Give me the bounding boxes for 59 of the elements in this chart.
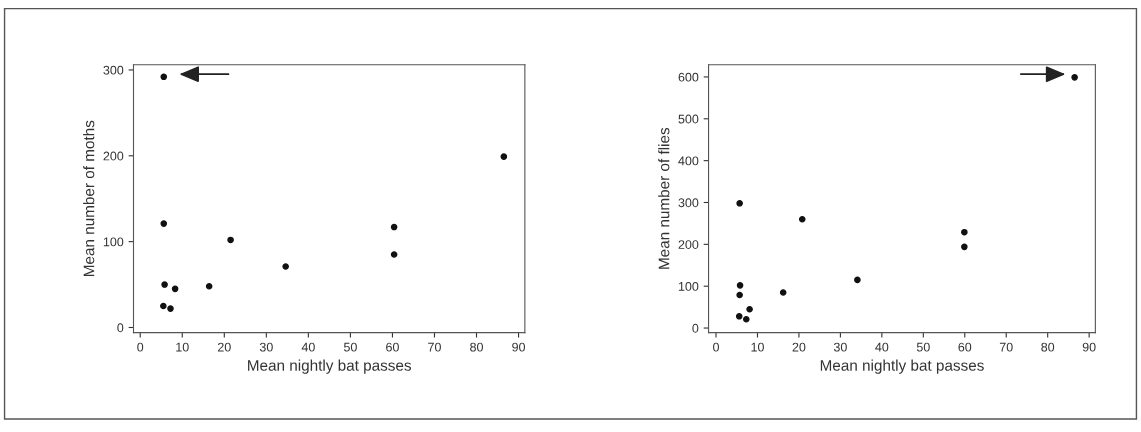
point <box>854 276 861 284</box>
point <box>205 282 213 290</box>
point <box>161 281 168 288</box>
y-tick-label: 500 <box>678 114 699 124</box>
point <box>171 285 179 293</box>
point <box>735 313 743 320</box>
point <box>961 228 968 236</box>
x-tick-label: 60 <box>386 342 399 352</box>
x-tick-label: 0 <box>713 342 720 352</box>
x-tick-label: 40 <box>301 342 315 352</box>
point <box>227 236 234 244</box>
x-tick-label: 10 <box>751 342 764 352</box>
point <box>160 73 168 81</box>
x-tick-label: 90 <box>512 342 526 352</box>
point <box>736 291 743 299</box>
x-tick-label: 70 <box>999 342 1013 352</box>
x-tick-label: 10 <box>176 342 189 352</box>
x-axis-title: Mean nightly bat passes <box>820 359 984 374</box>
x-tick-label: 50 <box>916 342 930 352</box>
y-tick-label: 200 <box>678 240 699 249</box>
y-tick-label: 600 <box>678 72 699 82</box>
point <box>736 200 743 207</box>
y-tick-label: 100 <box>103 237 124 247</box>
y-tick-label: 200 <box>103 151 124 161</box>
x-tick-label: 20 <box>217 342 231 352</box>
point <box>736 282 744 289</box>
point <box>500 153 508 160</box>
point <box>167 305 174 312</box>
point <box>160 302 167 310</box>
x-tick-label: 70 <box>428 342 441 352</box>
point <box>746 305 753 313</box>
point <box>961 243 968 251</box>
x-tick-label: 20 <box>792 342 806 352</box>
x-tick-label: 60 <box>958 342 972 352</box>
x-tick-label: 50 <box>343 342 357 352</box>
y-tick-label: 300 <box>103 65 124 75</box>
x-tick-label: 40 <box>875 342 889 352</box>
point <box>779 289 787 296</box>
x-tick-label: 30 <box>259 342 273 352</box>
y-tick-label: 0 <box>692 323 699 333</box>
point <box>798 215 806 223</box>
y-axis-title: Mean number of flies <box>658 127 670 269</box>
x-tick-label: 30 <box>833 342 847 352</box>
x-axis-title: Mean nightly bat passes <box>248 359 412 374</box>
y-tick-label: 0 <box>117 323 124 333</box>
point <box>282 263 289 270</box>
point <box>390 251 398 258</box>
y-tick-label: 100 <box>678 281 699 291</box>
y-axis-title: Mean number of moths <box>83 120 95 277</box>
point <box>742 315 750 323</box>
x-tick-label: 0 <box>137 342 144 352</box>
x-tick-label: 80 <box>470 342 483 352</box>
point <box>390 223 398 231</box>
y-tick-label: 400 <box>678 156 699 166</box>
x-tick-label: 90 <box>1082 342 1096 352</box>
point <box>160 220 168 227</box>
x-tick-label: 80 <box>1041 342 1055 352</box>
point <box>1071 74 1078 81</box>
y-tick-label: 300 <box>678 198 699 208</box>
